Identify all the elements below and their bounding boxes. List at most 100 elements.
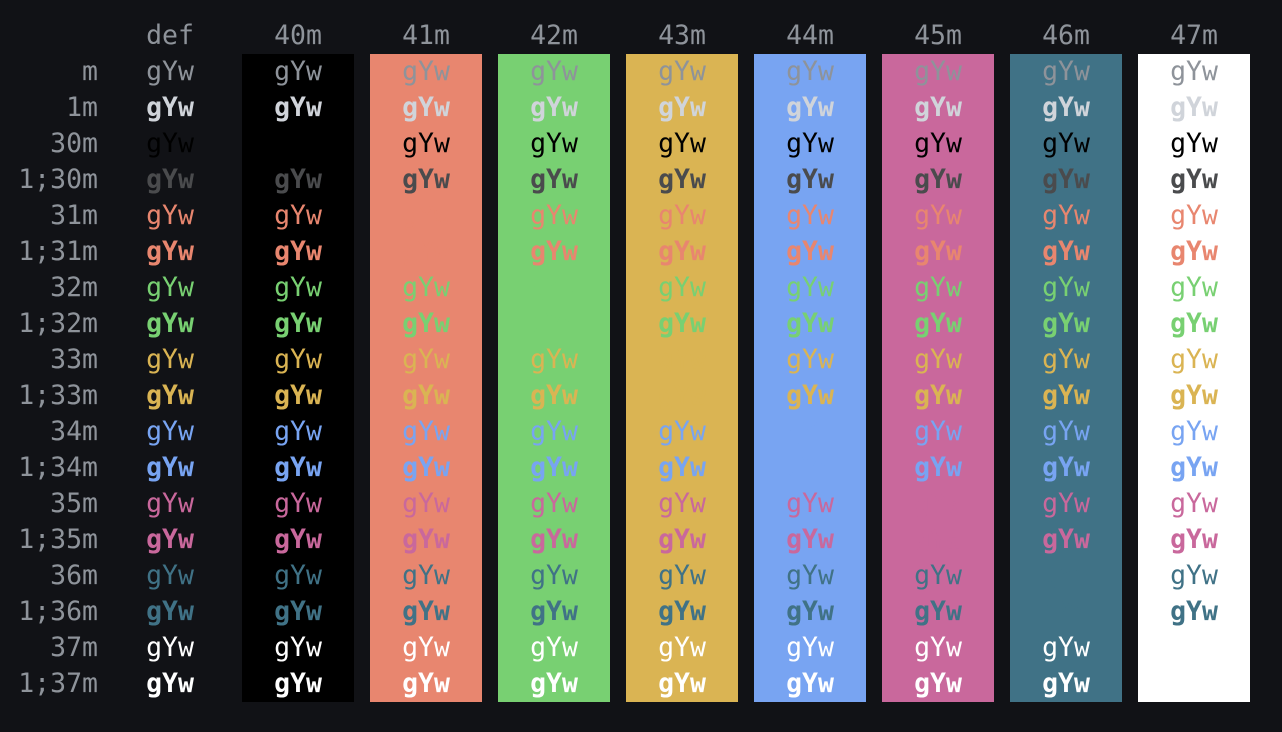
sample-cell: gYw [658,128,706,159]
sample-cell: gYw [658,488,706,519]
sample-cell: gYw [914,488,962,519]
sample-cell: gYw [530,56,578,87]
sample-cell: gYw [914,380,962,411]
sample-cell: gYw [402,596,450,627]
sample-cell: gYw [914,560,962,591]
sample-cell: gYw [786,308,834,339]
sample-cell: gYw [530,380,578,411]
row-label: 31m [50,200,98,231]
sample-cell: gYw [1170,380,1218,411]
sample-cell: gYw [1170,416,1218,447]
column-header: 45m [914,20,962,51]
sample-cell: gYw [1042,488,1090,519]
sample-cell: gYw [274,272,322,303]
sample-cell: gYw [914,128,962,159]
sample-cell: gYw [914,416,962,447]
row-label: 1;37m [18,668,98,699]
row-label: 1;30m [18,164,98,195]
column-42m: gYw gYw gYw gYw gYw gYw gYw gYw gYw gYw gYw gYw gYw g… [498,54,610,702]
sample-cell: gYw [914,56,962,87]
sample-cell: gYw [274,668,322,699]
sample-cell: gYw [786,524,834,555]
sample-cell: gYw [914,524,962,555]
column-header: 44m [786,20,834,51]
sample-cell: gYw [402,308,450,339]
sample-cell: gYw [146,668,194,699]
sample-cell: gYw [1042,380,1090,411]
sample-cell: gYw [658,416,706,447]
sample-cell: gYw [786,452,834,483]
sample-cell: gYw [402,560,450,591]
sample-cell: gYw [658,524,706,555]
sample-cell: gYw [914,164,962,195]
row-label: 33m [50,344,98,375]
sample-cell: gYw [1042,668,1090,699]
sample-cell: gYw [1042,452,1090,483]
sample-cell: gYw [530,524,578,555]
sample-cell: gYw [530,92,578,123]
sample-cell: gYw [1042,560,1090,591]
sample-cell: gYw [402,56,450,87]
sample-cell: gYw [1042,416,1090,447]
sample-cell: gYw [786,236,834,267]
sample-cell: gYw [1170,308,1218,339]
sample-cell: gYw [146,128,194,159]
sample-cell: gYw [146,416,194,447]
sample-cell: gYw [914,272,962,303]
column-header: def [146,20,194,51]
sample-cell: gYw [274,560,322,591]
sample-cell: gYw [658,200,706,231]
sample-cell: gYw [914,200,962,231]
sample-cell: gYw [146,308,194,339]
sample-cell: gYw [1042,200,1090,231]
sample-cell: gYw [1170,452,1218,483]
row-label: 1;33m [18,380,98,411]
sample-cell: gYw [786,272,834,303]
sample-cell: gYw [530,596,578,627]
sample-cell: gYw [402,524,450,555]
row-label: 34m [50,416,98,447]
sample-cell: gYw [530,452,578,483]
sample-cell: gYw [146,92,194,123]
column-41m: gYw gYw gYw gYw gYw gYw gYw gYw gYw gYw gYw gYw gYw g… [370,54,482,702]
sample-cell: gYw [402,668,450,699]
sample-cell: gYw [1170,632,1218,663]
sample-cell: gYw [1170,524,1218,555]
sample-cell: gYw [1042,128,1090,159]
sample-cell: gYw [1042,632,1090,663]
sample-cell: gYw [658,632,706,663]
sample-cell: gYw [146,596,194,627]
sample-cell: gYw [530,632,578,663]
row-label: 30m [50,128,98,159]
sample-cell: gYw [402,200,450,231]
column-45m: gYw gYw gYw gYw gYw gYw gYw gYw gYw gYw gYw gYw gYw g… [882,54,994,702]
sample-cell: gYw [786,344,834,375]
sample-cell: gYw [274,164,322,195]
column-header: 40m [274,20,322,51]
sample-cell: gYw [786,164,834,195]
sample-cell: gYw [658,92,706,123]
sample-cell: gYw [146,488,194,519]
sample-cell: gYw [274,200,322,231]
sample-cell: gYw [402,632,450,663]
row-label: 1;31m [18,236,98,267]
sample-cell: gYw [658,668,706,699]
sample-cell: gYw [274,128,322,159]
sample-cell: gYw [530,488,578,519]
sample-cell: gYw [274,632,322,663]
sample-cell: gYw [146,236,194,267]
row-label: m [82,56,98,87]
sample-cell: gYw [658,308,706,339]
sample-cell: gYw [146,560,194,591]
sample-cell: gYw [402,380,450,411]
sample-cell: gYw [658,56,706,87]
sample-cell: gYw [274,596,322,627]
column-header: 42m [530,20,578,51]
sample-cell: gYw [402,236,450,267]
row-label: 1;36m [18,596,98,627]
column-43m: gYw gYw gYw gYw gYw gYw gYw gYw gYw gYw gYw gYw gYw g… [626,54,738,702]
sample-cell: gYw [658,452,706,483]
sample-cell: gYw [146,56,194,87]
sample-cell: gYw [402,128,450,159]
sample-cell: gYw [146,200,194,231]
